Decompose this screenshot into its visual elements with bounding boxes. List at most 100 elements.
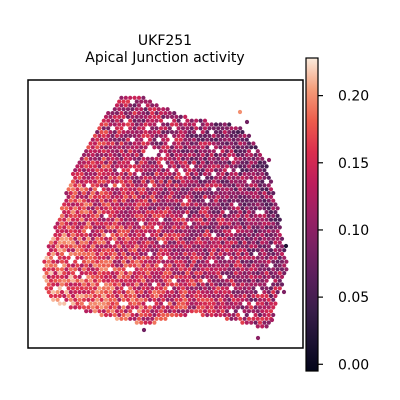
spot [260, 301, 265, 306]
spot [134, 320, 139, 325]
spot [73, 244, 78, 249]
spot [92, 248, 98, 253]
spot [103, 191, 109, 196]
spot [128, 210, 133, 215]
spot [86, 297, 91, 302]
spot [161, 312, 166, 318]
spot [101, 278, 106, 283]
spot [251, 278, 256, 283]
spot [174, 198, 179, 203]
spot [176, 217, 181, 222]
spot [125, 122, 131, 127]
spot [117, 305, 122, 310]
spot [255, 179, 260, 184]
spot [191, 236, 197, 241]
spot [227, 221, 232, 226]
spot [174, 274, 179, 279]
spot [121, 206, 126, 211]
spot [121, 251, 126, 257]
spot [227, 213, 232, 218]
spot [134, 221, 139, 226]
spot [172, 156, 177, 161]
spot [268, 210, 274, 215]
spot [253, 198, 258, 203]
spot [77, 282, 82, 287]
spot [92, 187, 98, 192]
spot [108, 251, 113, 257]
spot [154, 194, 159, 199]
spot [220, 309, 225, 314]
spot [130, 213, 135, 218]
spot [180, 194, 186, 199]
spot [156, 152, 161, 158]
spot [136, 210, 142, 215]
spot [249, 168, 254, 173]
spot [213, 122, 219, 127]
spot [169, 221, 175, 226]
spot [273, 202, 278, 207]
spot [196, 198, 201, 203]
spot [264, 263, 269, 268]
spot [84, 255, 89, 260]
spot [112, 175, 117, 180]
spot [253, 175, 258, 180]
spot [257, 152, 263, 158]
spot [187, 198, 192, 203]
spot [55, 221, 60, 226]
spot [117, 160, 122, 165]
spot [152, 107, 157, 112]
spot [224, 316, 230, 321]
spot [136, 286, 142, 291]
spot [79, 210, 84, 215]
spot [249, 320, 254, 325]
spot [117, 198, 122, 203]
spot [147, 130, 153, 135]
spot [108, 213, 113, 218]
spot [121, 191, 126, 196]
spot [92, 149, 98, 154]
spot [165, 130, 170, 135]
spot [73, 297, 78, 302]
spot [143, 168, 148, 173]
spot [198, 141, 203, 146]
spot [198, 194, 203, 199]
spot [95, 251, 100, 257]
spot [42, 274, 47, 279]
spot [114, 171, 120, 177]
spot [141, 141, 146, 146]
spot [81, 282, 87, 287]
spot [130, 251, 135, 257]
spot [139, 114, 144, 119]
spot [97, 217, 102, 222]
spot [117, 221, 122, 226]
spot [178, 152, 183, 158]
spot [150, 156, 155, 161]
spot [136, 301, 142, 306]
spot [84, 194, 89, 199]
spot [141, 316, 146, 321]
spot [161, 282, 166, 287]
spot [202, 248, 208, 253]
spot [240, 198, 245, 203]
spot [81, 198, 87, 203]
spot [70, 179, 76, 184]
spot [198, 225, 203, 230]
spot [51, 282, 56, 287]
spot [136, 278, 142, 283]
spot [134, 183, 139, 188]
spot [257, 312, 263, 318]
spot [176, 278, 181, 283]
spot [46, 244, 51, 249]
spot [99, 206, 104, 211]
spot [103, 183, 109, 188]
spot [79, 164, 84, 169]
spot [216, 194, 221, 199]
spot [145, 225, 150, 230]
spot [156, 267, 161, 272]
spot [255, 301, 260, 306]
spot [95, 282, 100, 287]
spot [145, 240, 150, 245]
spot [213, 175, 219, 180]
spot [130, 122, 135, 127]
spot [213, 267, 219, 272]
